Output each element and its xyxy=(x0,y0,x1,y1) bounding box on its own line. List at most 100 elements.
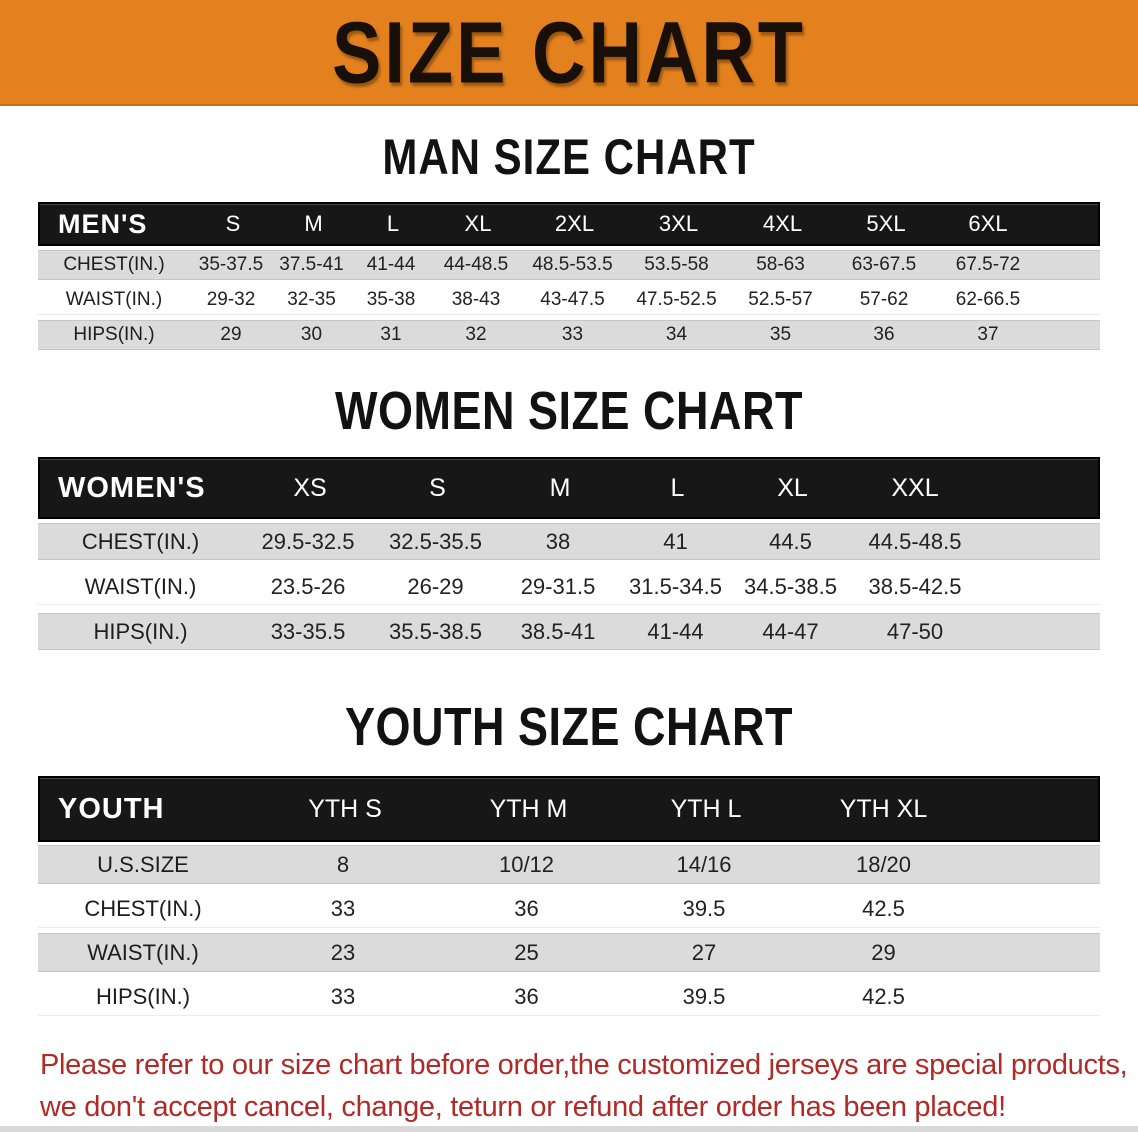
size-cell: 53.5-58 xyxy=(644,254,709,275)
table-row: HIPS(IN.) 29 30 31 32 33 34 35 36 37 xyxy=(38,320,1100,350)
size-cell: 29 xyxy=(220,324,242,345)
size-cell: 32 xyxy=(465,324,487,345)
size-cell: 39.5 xyxy=(682,895,726,921)
disclaimer-line-2: we don't accept cancel, change, teturn o… xyxy=(40,1091,1006,1123)
size-cell: 8 xyxy=(336,851,350,877)
size-cell: 36 xyxy=(873,324,895,345)
size-cell: 33 xyxy=(561,324,584,345)
disclaimer-line-1: Please refer to our size chart before or… xyxy=(40,1049,1128,1081)
size-cell: 41-44 xyxy=(366,254,416,275)
womens-size-table: WOMEN'S XS S M L XL XXL CHEST(IN.) 29.5-32.5 32… xyxy=(38,457,1100,650)
column-header: 5XL xyxy=(866,211,906,236)
size-cell: 42.5 xyxy=(862,895,905,921)
youth-table-body: U.S.SIZE 8 10/12 14/16 18/20 CHEST(IN.) 33 36 39… xyxy=(38,842,1100,1016)
column-header: XS xyxy=(293,473,327,502)
size-cell: 29 xyxy=(871,939,896,965)
size-cell: 63-67.5 xyxy=(851,254,917,275)
bottom-edge-strip xyxy=(0,1126,1138,1132)
size-cell: 57-62 xyxy=(859,289,909,310)
size-cell: 18/20 xyxy=(855,851,912,877)
column-header: M xyxy=(549,473,571,502)
size-cell: 30 xyxy=(300,324,323,345)
mens-table-header-row: MEN'S S M L XL 2XL 3XL 4XL 5XL 6XL xyxy=(38,202,1100,246)
table-row: U.S.SIZE 8 10/12 14/16 18/20 xyxy=(38,845,1100,884)
size-cell: 67.5-72 xyxy=(955,254,1021,275)
column-header: XL xyxy=(777,473,808,502)
column-header: 6XL xyxy=(968,211,1008,236)
size-cell: 47.5-52.5 xyxy=(636,289,717,310)
size-cell: 29.5-32.5 xyxy=(261,528,355,554)
column-header: S xyxy=(429,473,446,502)
table-row: CHEST(IN.) 35-37.5 37.5-41 41-44 44-48.5 48.5… xyxy=(38,250,1100,280)
youth-size-section: YOUTH SIZE CHART YOUTH YTH S YTH M YTH L YT… xyxy=(0,696,1138,1016)
table-row: WAIST(IN.) 23.5-26 26-29 29-31.5 31.5-34.5 34… xyxy=(38,568,1100,605)
column-header: M xyxy=(304,211,323,236)
size-cell: 23 xyxy=(330,939,356,965)
women-section-heading: WOMEN SIZE CHART xyxy=(335,379,803,441)
size-cell: 44.5-48.5 xyxy=(868,528,962,554)
table-row: WAIST(IN.) 29-32 32-35 35-38 38-43 43-47.5 47.… xyxy=(38,285,1100,315)
size-cell: 38-43 xyxy=(451,289,501,310)
row-label: HIPS(IN.) xyxy=(95,983,191,1009)
size-cell: 44.5 xyxy=(769,528,812,554)
size-cell: 32.5-35.5 xyxy=(389,528,482,554)
size-cell: 32-35 xyxy=(287,289,336,310)
size-cell: 25 xyxy=(514,939,539,965)
column-header: YTH XL xyxy=(839,794,928,823)
size-cell: 41 xyxy=(663,528,688,554)
column-header: 3XL xyxy=(658,211,699,236)
size-cell: 31.5-34.5 xyxy=(629,573,722,599)
banner-title: SIZE CHART xyxy=(332,3,806,101)
column-header: L xyxy=(386,211,400,236)
table-row: WAIST(IN.) 23 25 27 29 xyxy=(38,933,1100,972)
size-cell: 41-44 xyxy=(647,618,704,644)
size-cell: 33 xyxy=(330,895,356,921)
size-cell: 33-35.5 xyxy=(270,618,346,644)
size-cell: 34.5-38.5 xyxy=(744,573,837,599)
column-header: XXL xyxy=(891,473,939,502)
column-header: 2XL xyxy=(554,211,595,236)
size-cell: 31 xyxy=(380,324,402,345)
column-header: YTH M xyxy=(489,794,568,823)
size-cell: 52.5-57 xyxy=(748,289,813,310)
size-cell: 14/16 xyxy=(676,851,732,877)
column-header: L xyxy=(670,473,685,502)
row-label: U.S.SIZE xyxy=(97,851,189,877)
size-cell: 23.5-26 xyxy=(270,573,346,599)
mens-size-table: MEN'S S M L XL 2XL 3XL 4XL 5XL 6XL CHEST(IN.) 35-… xyxy=(38,202,1100,350)
row-label: CHEST(IN.) xyxy=(63,254,165,275)
row-label: HIPS(IN.) xyxy=(93,618,188,644)
size-cell: 27 xyxy=(691,939,717,965)
size-cell: 37 xyxy=(977,324,999,345)
womens-table-header-row: WOMEN'S XS S M L XL XXL xyxy=(38,457,1100,519)
column-header: YTH S xyxy=(308,794,382,823)
size-cell: 34 xyxy=(665,324,688,345)
size-cell: 47-50 xyxy=(886,618,944,644)
youth-table-title: YOUTH xyxy=(58,792,165,825)
size-cell: 35-37.5 xyxy=(198,254,264,275)
size-cell: 44-47 xyxy=(762,618,819,644)
size-cell: 36 xyxy=(514,895,539,921)
row-label: WAIST(IN.) xyxy=(87,939,199,965)
womens-table-body: CHEST(IN.) 29.5-32.5 32.5-35.5 38 41 44.5 44.5… xyxy=(38,519,1100,650)
size-cell: 62-66.5 xyxy=(955,289,1021,310)
row-label: CHEST(IN.) xyxy=(84,895,202,921)
size-cell: 36 xyxy=(514,983,539,1009)
size-cell: 29-32 xyxy=(206,289,256,310)
size-cell: 48.5-53.5 xyxy=(532,254,613,275)
mens-table-body: CHEST(IN.) 35-37.5 37.5-41 41-44 44-48.5 48.5… xyxy=(38,246,1100,350)
table-row: HIPS(IN.) 33-35.5 35.5-38.5 38.5-41 41-44 44-… xyxy=(38,613,1100,650)
row-label: CHEST(IN.) xyxy=(81,528,200,554)
man-section-heading: MAN SIZE CHART xyxy=(382,128,756,185)
size-cell: 38.5-42.5 xyxy=(868,573,962,599)
column-header: 4XL xyxy=(762,211,803,236)
size-cell: 37.5-41 xyxy=(279,254,344,275)
size-cell: 39.5 xyxy=(682,983,726,1009)
size-cell: 35.5-38.5 xyxy=(389,618,482,644)
table-row: CHEST(IN.) 29.5-32.5 32.5-35.5 38 41 44.5 44.5… xyxy=(38,523,1100,560)
size-cell: 35-38 xyxy=(366,289,416,310)
row-label: HIPS(IN.) xyxy=(73,324,155,345)
size-cell: 43-47.5 xyxy=(540,289,605,310)
womens-table-title: WOMEN'S xyxy=(58,471,206,504)
disclaimer: Please refer to our size chart before or… xyxy=(40,1044,1138,1128)
